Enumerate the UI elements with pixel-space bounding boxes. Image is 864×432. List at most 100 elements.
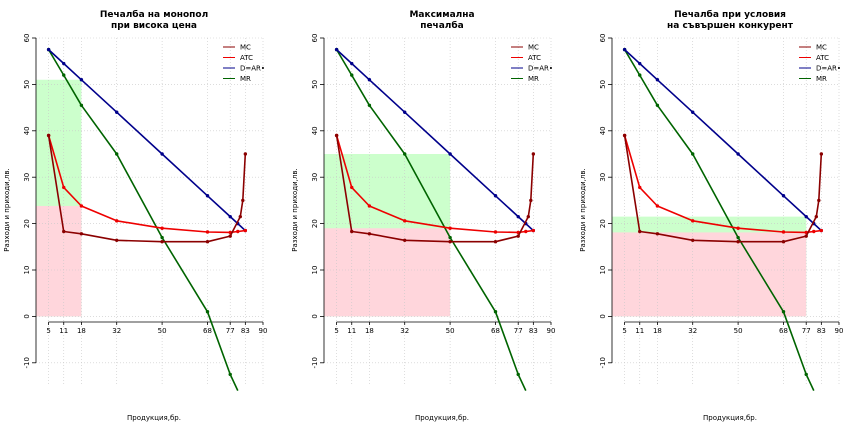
chart-title-line-1: Максимална <box>409 10 474 20</box>
x-tick-label: 77 <box>514 327 523 335</box>
chart-panel-1: -10 0 10 20 30 40 50 60 5 11 18 32 50 68 77 83 90 Продукц… <box>3 9 267 422</box>
x-tick-label: 68 <box>203 327 212 335</box>
data-point-dar <box>781 194 786 198</box>
data-point-atc <box>819 228 824 233</box>
data-point-mc <box>115 238 119 243</box>
data-point-atc <box>812 229 816 234</box>
data-point-mr <box>79 103 84 107</box>
data-point-atc <box>524 229 528 234</box>
series-line-mr <box>623 49 815 391</box>
data-point-dar <box>448 152 452 156</box>
x-tick-label: 83 <box>529 327 538 335</box>
data-point-mr <box>115 152 119 156</box>
y-axis-label: Разходи и приходи,лв. <box>291 168 299 251</box>
y-axis-label: Разходи и приходи,лв. <box>3 168 11 251</box>
data-point-mc <box>781 239 786 244</box>
data-point-atc <box>493 230 498 234</box>
data-point-atc <box>243 228 248 233</box>
shaded-region-cost <box>36 205 82 317</box>
data-point-mc <box>814 214 818 219</box>
data-point-mc <box>691 238 695 243</box>
data-point-mr <box>160 235 164 240</box>
y-tick-label: -10 <box>23 357 31 368</box>
data-point-mc <box>493 239 498 244</box>
data-point-mr <box>228 372 232 377</box>
x-axis-label: Продукция,бр. <box>127 414 181 422</box>
shaded-region-cost <box>612 232 807 317</box>
y-tick-label: 50 <box>23 80 31 89</box>
x-tick-label: 18 <box>653 327 662 335</box>
x-tick-label: 68 <box>491 327 500 335</box>
x-axis-label: Продукция,бр. <box>415 414 469 422</box>
x-tick-label: 32 <box>112 327 121 335</box>
data-point-mr <box>516 372 520 377</box>
legend-label: MR <box>240 75 251 83</box>
data-point-atc <box>736 226 740 230</box>
x-tick-label: 50 <box>158 327 167 335</box>
data-point-atc <box>448 226 452 230</box>
series-line-mr <box>335 49 527 391</box>
y-tick-label: 50 <box>599 80 607 89</box>
data-point-mc <box>448 239 452 244</box>
data-point-dar <box>638 61 642 66</box>
series-line-mr <box>47 49 239 391</box>
data-point-mc <box>531 152 536 156</box>
data-point-dar <box>228 214 232 219</box>
data-point-atc <box>205 230 210 234</box>
x-tick-label: 5 <box>334 327 338 335</box>
legend-label: D=AR• <box>528 65 553 73</box>
data-point-dar <box>79 78 84 82</box>
data-point-mc <box>62 229 66 234</box>
data-point-dar <box>160 152 164 156</box>
data-point-mc <box>819 152 824 156</box>
data-point-atc <box>115 219 119 223</box>
data-point-mc <box>367 232 372 236</box>
x-tick-label: 68 <box>779 327 788 335</box>
data-point-mr <box>638 73 642 77</box>
data-point-mc <box>817 198 821 203</box>
legend-label: ATC <box>528 54 541 62</box>
y-tick-label: 40 <box>23 126 31 135</box>
data-point-atc <box>62 185 66 190</box>
x-tick-label: 32 <box>688 327 697 335</box>
data-point-dar <box>493 194 498 198</box>
data-point-mc <box>238 214 242 219</box>
x-tick-label: 83 <box>817 327 826 335</box>
x-tick-label: 90 <box>835 327 844 335</box>
data-point-mr <box>62 73 66 77</box>
x-tick-label: 11 <box>635 327 644 335</box>
data-point-dar <box>205 194 210 198</box>
x-tick-label: 18 <box>77 327 86 335</box>
y-tick-label: 40 <box>599 126 607 135</box>
data-point-dar <box>691 110 695 114</box>
data-point-dar <box>334 47 339 52</box>
data-point-mr <box>205 310 210 314</box>
y-tick-label: 20 <box>23 219 31 228</box>
data-point-mr <box>367 103 372 107</box>
data-point-dar <box>46 47 51 52</box>
y-tick-label: 60 <box>311 34 319 43</box>
data-point-mc <box>516 234 520 238</box>
series-line-mc <box>623 135 823 243</box>
legend-label: D=AR• <box>816 65 841 73</box>
y-tick-label: -10 <box>599 357 607 368</box>
data-point-atc <box>531 228 536 233</box>
x-tick-label: 83 <box>241 327 250 335</box>
data-point-mr <box>691 152 695 156</box>
data-point-mr <box>736 235 740 240</box>
data-point-dar <box>62 61 66 66</box>
x-tick-label: 11 <box>59 327 68 335</box>
data-point-mc <box>638 229 642 234</box>
y-tick-label: 20 <box>599 219 607 228</box>
legend-label: ATC <box>240 54 253 62</box>
data-point-dar <box>115 110 119 114</box>
data-point-mc <box>160 239 164 244</box>
data-point-atc <box>160 226 164 230</box>
legend-label: MR <box>816 75 827 83</box>
x-tick-label: 77 <box>226 327 235 335</box>
chart-title-line-2: при висока цена <box>111 21 197 31</box>
data-point-mc <box>241 198 245 203</box>
data-point-mc <box>334 133 339 138</box>
data-point-atc <box>236 229 240 234</box>
data-point-dar <box>403 110 407 114</box>
